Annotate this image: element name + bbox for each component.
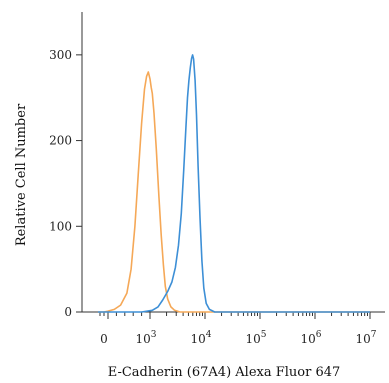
x-axis-label: E-Cadherin (67A4) Alexa Fluor 647 <box>108 365 341 380</box>
x-tick-exponent-2: 4 <box>206 330 212 340</box>
y-tick-label-0: 0 <box>64 305 72 319</box>
x-tick-exponent-1: 3 <box>151 330 157 340</box>
y-tick-label-300: 300 <box>49 48 72 62</box>
y-tick-label-200: 200 <box>49 134 72 148</box>
x-tick-label-2: 104 <box>190 330 211 346</box>
x-tick-exponent-4: 6 <box>316 330 322 340</box>
x-tick-exponent-3: 5 <box>261 330 267 340</box>
series-line-0 <box>98 71 370 313</box>
x-tick-label-1: 103 <box>135 330 156 346</box>
x-tick-label-4: 106 <box>300 330 321 346</box>
x-tick-label-5: 107 <box>355 330 376 346</box>
x-tick-exponent-5: 7 <box>371 330 377 340</box>
y-tick-label-100: 100 <box>49 219 72 233</box>
x-tick-label-0: 0 <box>100 332 108 346</box>
series-line-1 <box>98 54 370 313</box>
plot-area: 0 100 200 300 0 103 104 105 106 107 <box>49 12 385 346</box>
y-axis-label: Relative Cell Number <box>14 103 29 246</box>
x-tick-label-3: 105 <box>245 330 266 346</box>
